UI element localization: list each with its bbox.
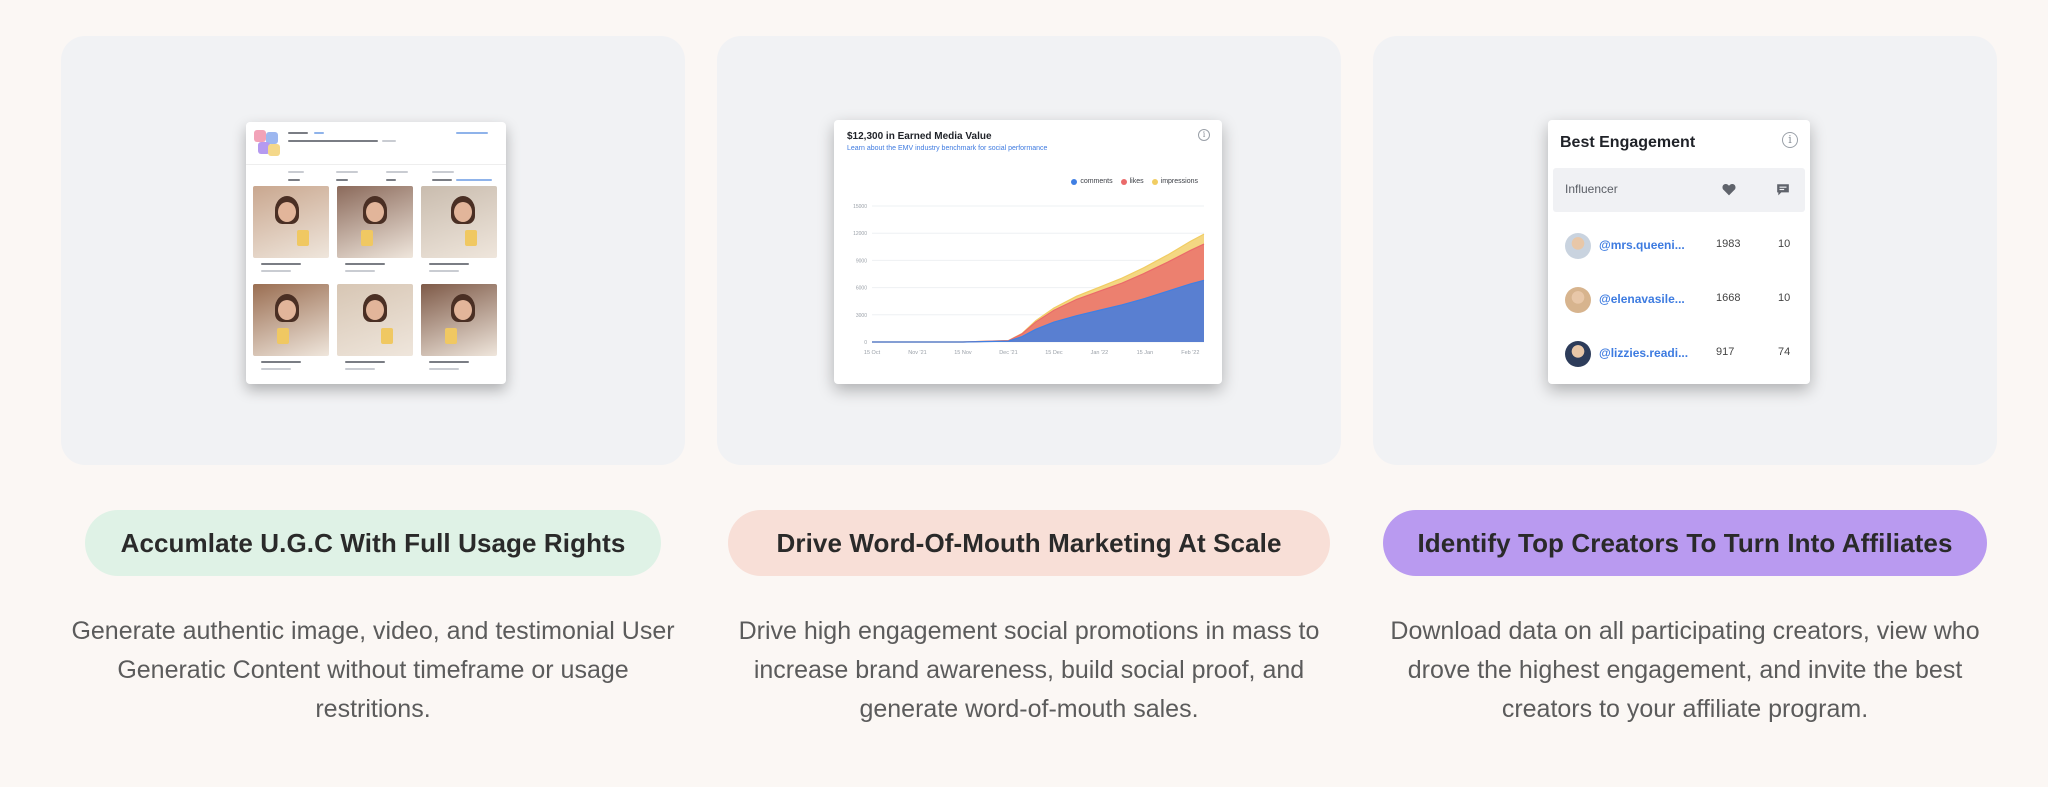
emv-title: $12,300 in Earned Media Value (847, 131, 992, 142)
feature-pill-ugc: Accumlate U.G.C With Full Usage Rights (85, 510, 661, 576)
y-tick-label: 9000 (856, 258, 867, 264)
feature-description-affiliates: Download data on all participating creat… (1390, 617, 1980, 723)
feature-pill-affiliates: Identify Top Creators To Turn Into Affil… (1383, 510, 1987, 576)
emv-subtitle-link[interactable]: Learn about the EMV industry benchmark f… (847, 145, 1048, 152)
ugc-photo (421, 284, 497, 356)
brand-logo-icon (254, 130, 280, 156)
avatar[interactable] (1565, 233, 1591, 259)
legend-item: comments (1071, 178, 1113, 185)
x-tick-label: Feb '22 (1181, 350, 1199, 356)
influencer-row[interactable]: @lizzies.readi... 917 74 (1553, 328, 1805, 380)
line-comments (872, 279, 1205, 343)
x-tick-label: 15 Dec (1045, 350, 1063, 356)
x-tick-label: 15 Nov (954, 350, 972, 356)
ugc-photo (253, 186, 329, 258)
chart-legend: comments likes impressions (1071, 178, 1198, 185)
ugc-photo-grid (253, 186, 499, 376)
likes-count: 1668 (1716, 292, 1741, 304)
x-tick-label: Dec '21 (999, 350, 1017, 356)
ugc-photo-card[interactable] (421, 284, 497, 376)
info-icon[interactable]: i (1782, 132, 1798, 148)
emv-preview-panel: $12,300 in Earned Media Value Learn abou… (717, 36, 1341, 465)
engagement-preview-panel: Best Engagement i Influencer @mrs.queeni… (1373, 36, 1997, 465)
comments-count: 10 (1778, 292, 1791, 304)
y-tick-label: 6000 (856, 286, 867, 292)
avatar[interactable] (1565, 287, 1591, 313)
best-engagement-card: Best Engagement i Influencer @mrs.queeni… (1548, 120, 1810, 384)
x-tick-label: 15 Jan (1137, 350, 1154, 356)
legend-item: likes (1120, 178, 1144, 185)
ugc-photo-card[interactable] (253, 284, 329, 376)
ugc-photo-card[interactable] (253, 186, 329, 278)
ugc-photo (337, 186, 413, 258)
ugc-photo (421, 186, 497, 258)
y-tick-label: 3000 (856, 313, 867, 319)
influencer-column-label: Influencer (1565, 182, 1618, 196)
y-tick-label: 12000 (853, 231, 867, 237)
x-tick-label: Jan '22 (1091, 350, 1109, 356)
y-tick-label: 15000 (853, 204, 867, 210)
ugc-stats-bar (246, 164, 506, 192)
comments-count: 74 (1778, 346, 1791, 358)
influencer-handle[interactable]: @elenavasile... (1599, 292, 1685, 306)
legend-dot (1151, 178, 1158, 185)
feature-pill-word-of-mouth: Drive Word-Of-Mouth Marketing At Scale (728, 510, 1330, 576)
engagement-table-header: Influencer (1553, 168, 1805, 212)
ugc-photo-card[interactable] (337, 284, 413, 376)
feature-affiliates: Best Engagement i Influencer @mrs.queeni… (1373, 36, 1997, 729)
likes-count: 917 (1716, 346, 1735, 358)
feature-ugc: Accumlate U.G.C With Full Usage Rights G… (61, 36, 685, 729)
influencer-row[interactable]: @mrs.queeni... 1983 10 (1553, 220, 1805, 272)
heart-icon[interactable] (1722, 183, 1736, 196)
engagement-title: Best Engagement (1560, 134, 1696, 151)
emv-area-chart: 0 3000 6000 9000 12000 15000 15 Oct Nov '21 15 N… (853, 204, 1205, 356)
comment-icon[interactable] (1776, 183, 1790, 196)
ugc-photo-card[interactable] (337, 186, 413, 278)
legend-label: likes (1129, 178, 1144, 185)
x-tick-label: 15 Oct (864, 350, 881, 356)
y-tick-label: 0 (864, 340, 867, 346)
ugc-photo (337, 284, 413, 356)
info-icon[interactable]: i (1198, 129, 1210, 141)
avatar[interactable] (1565, 341, 1591, 367)
influencer-handle[interactable]: @lizzies.readi... (1599, 346, 1689, 360)
comments-count: 10 (1778, 238, 1791, 250)
ugc-preview-panel (61, 36, 685, 465)
legend-label: comments (1080, 178, 1113, 185)
area-comments (872, 280, 1204, 342)
legend-label: impressions (1160, 178, 1198, 185)
feature-description-word-of-mouth: Drive high engagement social promotions … (738, 617, 1320, 723)
legend-item: impressions (1151, 178, 1198, 185)
feature-description-ugc: Generate authentic image, video, and tes… (71, 617, 675, 723)
emv-chart-card: $12,300 in Earned Media Value Learn abou… (834, 120, 1222, 384)
influencer-handle[interactable]: @mrs.queeni... (1599, 238, 1685, 252)
x-tick-label: Nov '21 (908, 350, 926, 356)
legend-dot (1071, 178, 1078, 185)
ugc-photo-card[interactable] (421, 186, 497, 278)
feature-word-of-mouth: $12,300 in Earned Media Value Learn abou… (717, 36, 1341, 729)
legend-dot (1120, 178, 1127, 185)
ugc-gallery-screenshot (246, 122, 506, 384)
ugc-header (246, 122, 506, 164)
influencer-row[interactable]: @elenavasile... 1668 10 (1553, 274, 1805, 326)
ugc-photo (253, 284, 329, 356)
likes-count: 1983 (1716, 238, 1741, 250)
